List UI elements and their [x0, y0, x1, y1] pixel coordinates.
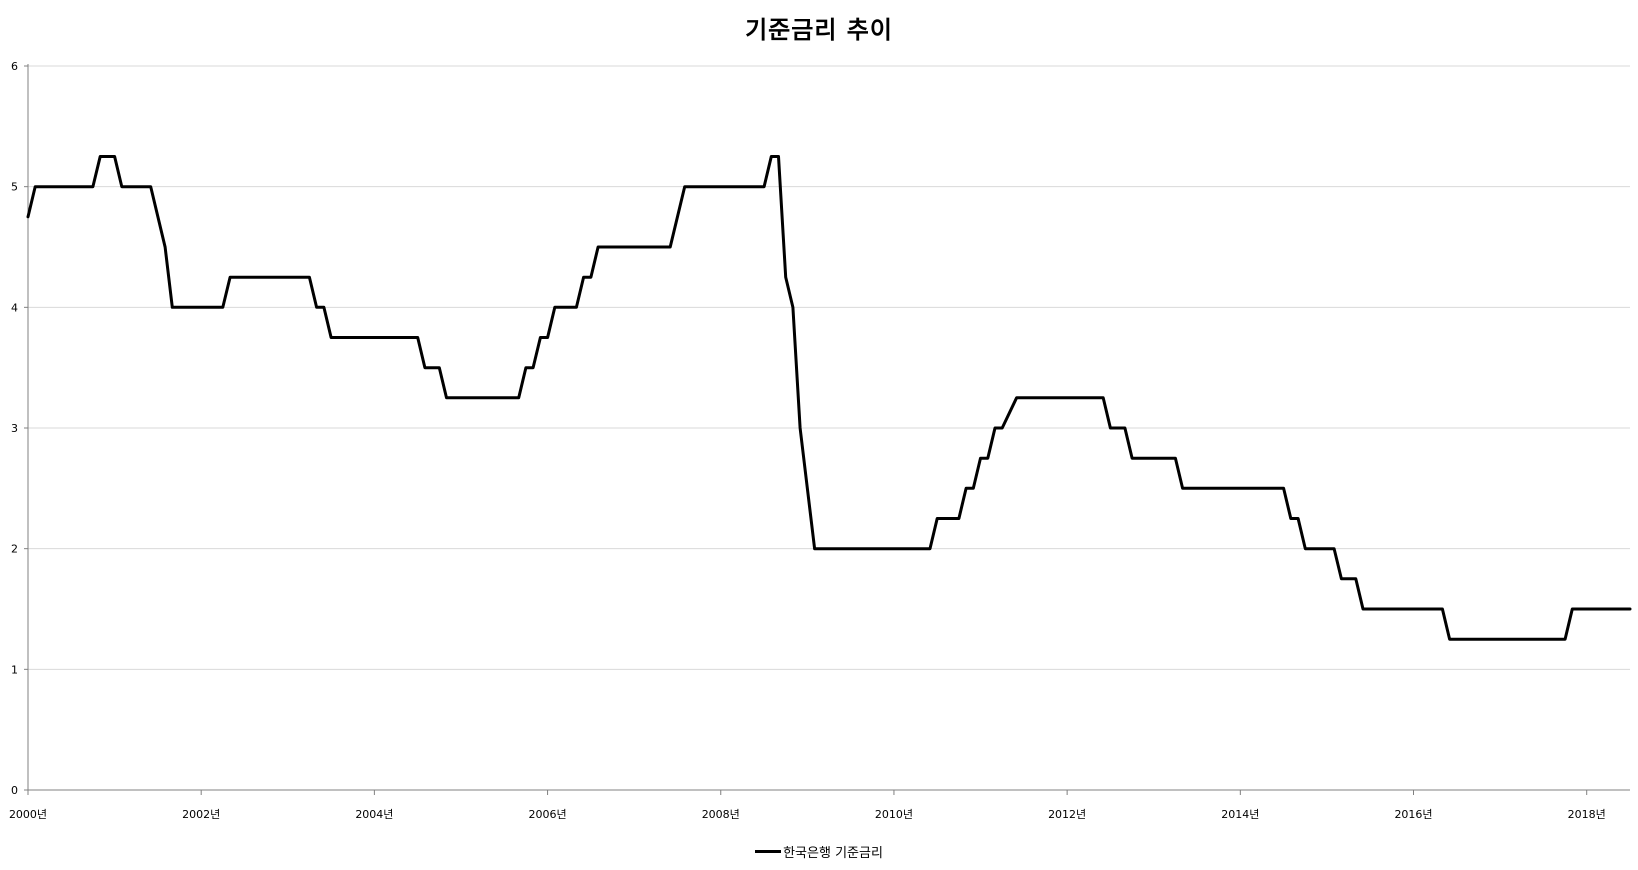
legend-label: 한국은행 기준금리: [783, 846, 883, 861]
series-layer: [26, 155, 1632, 641]
x-tick-label: 2016년: [1394, 808, 1432, 821]
y-tick-label: 6: [11, 60, 18, 73]
axes: 0 1 2 3 4 5 6 2000년 2002년 2004년 2006년 2008년 2010년 201…: [9, 60, 1630, 821]
y-tick-label: 5: [11, 181, 18, 194]
x-tick-label: 2000년: [9, 808, 47, 821]
x-tick-label: 2006년: [529, 808, 567, 821]
legend: 한국은행 기준금리: [0, 846, 1638, 862]
y-tick-label: 4: [11, 301, 18, 314]
legend-swatch: [755, 850, 782, 853]
x-tick-label: 2014년: [1221, 808, 1259, 821]
x-tick-label: 2002년: [182, 808, 220, 821]
y-tick-label: 3: [11, 422, 18, 435]
chart-title: 기준금리 추이: [745, 16, 893, 44]
x-tick-label: 2010년: [875, 808, 913, 821]
x-tick-label: 2008년: [702, 808, 740, 821]
gridlines: [28, 65, 1630, 670]
x-tick-label: 2018년: [1568, 808, 1606, 821]
x-tick-label: 2004년: [355, 808, 393, 821]
y-tick-label: 1: [11, 663, 18, 676]
x-tick-label: 2012년: [1048, 808, 1086, 821]
y-tick-label: 2: [11, 543, 18, 556]
series-line-0: [26, 155, 1632, 641]
y-tick-label: 0: [11, 784, 18, 797]
